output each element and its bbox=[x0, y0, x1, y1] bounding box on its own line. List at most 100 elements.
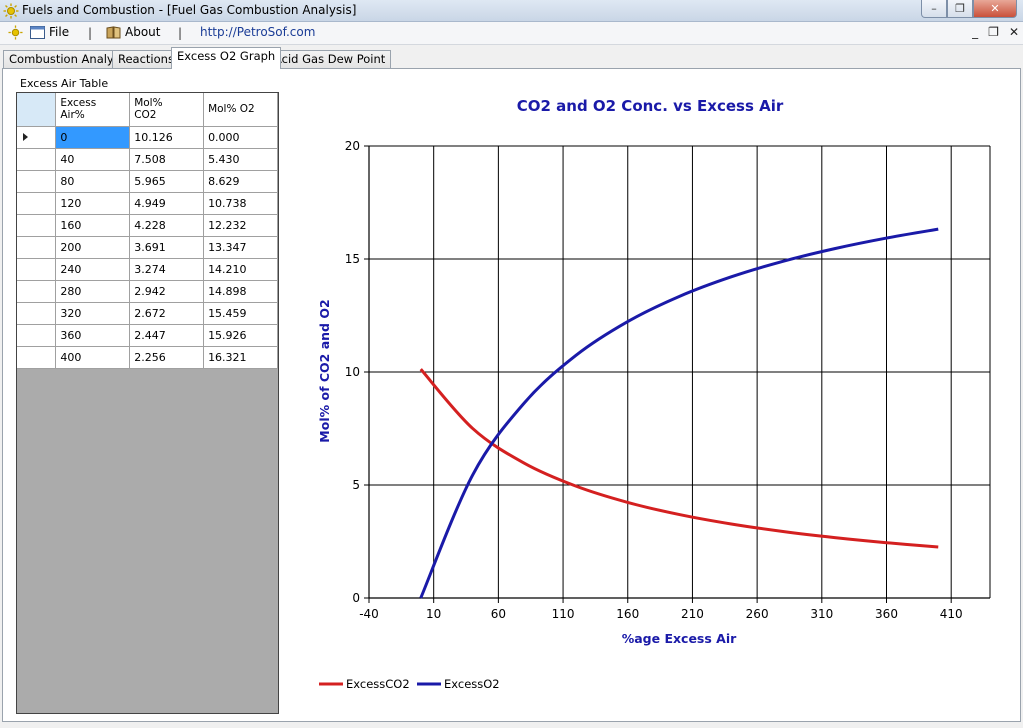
table-header-row: Excess Air% Mol% CO2 Mol% O2 bbox=[17, 93, 278, 127]
chart-series bbox=[419, 227, 939, 599]
table-row[interactable]: 360 2.447 15.926 bbox=[17, 324, 278, 347]
cell-mol-o2[interactable]: 16.321 bbox=[203, 346, 278, 369]
row-header[interactable] bbox=[17, 346, 57, 369]
row-header[interactable] bbox=[17, 236, 57, 259]
cell-mol-o2[interactable]: 12.232 bbox=[203, 214, 278, 237]
minimize-button[interactable]: – bbox=[921, 0, 947, 18]
table-row[interactable]: 80 5.965 8.629 bbox=[17, 170, 278, 193]
row-header[interactable] bbox=[17, 324, 57, 347]
cell-mol-co2[interactable]: 3.691 bbox=[129, 236, 205, 259]
close-button[interactable]: ✕ bbox=[973, 0, 1017, 18]
table-row[interactable]: 280 2.942 14.898 bbox=[17, 280, 278, 303]
row-header[interactable] bbox=[17, 214, 57, 237]
y-tick-label: 5 bbox=[352, 478, 360, 492]
excess-air-grid[interactable]: Excess Air% Mol% CO2 Mol% O2 0 10.126 0.00… bbox=[16, 92, 279, 714]
mdi-restore-icon[interactable]: ❐ bbox=[988, 25, 999, 39]
grid-corner[interactable] bbox=[17, 93, 57, 127]
row-header[interactable] bbox=[17, 170, 57, 193]
cell-excess-air[interactable]: 80 bbox=[55, 170, 131, 193]
table-row[interactable]: 40 7.508 5.430 bbox=[17, 148, 278, 171]
cell-excess-air[interactable]: 360 bbox=[55, 324, 131, 347]
col-header-excess-air[interactable]: Excess Air% bbox=[55, 93, 131, 127]
menu-about[interactable]: About bbox=[106, 25, 160, 39]
menu-about-label: About bbox=[125, 25, 161, 39]
cell-mol-co2[interactable]: 2.256 bbox=[129, 346, 205, 369]
tab-acid-gas-dew-point[interactable]: Acid Gas Dew Point bbox=[268, 50, 392, 68]
table-row[interactable]: 400 2.256 16.321 bbox=[17, 346, 278, 369]
cell-excess-air[interactable]: 280 bbox=[55, 280, 131, 303]
mdi-minimize-icon[interactable]: _ bbox=[972, 25, 979, 39]
x-tick-label: 60 bbox=[491, 607, 506, 621]
row-header[interactable] bbox=[17, 192, 57, 215]
row-header[interactable] bbox=[17, 126, 57, 149]
cell-mol-co2[interactable]: 4.949 bbox=[129, 192, 205, 215]
cell-mol-co2[interactable]: 2.447 bbox=[129, 324, 205, 347]
petrosof-link[interactable]: http://PetroSof.com bbox=[200, 25, 315, 39]
window-title: Fuels and Combustion - [Fuel Gas Combust… bbox=[22, 3, 357, 17]
book-icon bbox=[106, 25, 121, 38]
cell-mol-co2[interactable]: 5.965 bbox=[129, 170, 205, 193]
x-axis-label: %age Excess Air bbox=[622, 631, 737, 646]
col-header-mol-o2[interactable]: Mol% O2 bbox=[203, 93, 278, 127]
table-row[interactable]: 160 4.228 12.232 bbox=[17, 214, 278, 237]
row-header[interactable] bbox=[17, 258, 57, 281]
menu-file[interactable]: File bbox=[30, 25, 69, 39]
menu-separator: | bbox=[88, 26, 93, 40]
cell-mol-o2[interactable]: 10.738 bbox=[203, 192, 278, 215]
series-line-excesso2 bbox=[419, 227, 939, 599]
cell-excess-air[interactable]: 40 bbox=[55, 148, 131, 171]
excess-air-chart: CO2 and O2 Conc. vs Excess Air -40 10 60 11… bbox=[317, 97, 991, 691]
x-tick-label: 360 bbox=[875, 607, 898, 621]
cell-mol-co2[interactable]: 2.672 bbox=[129, 302, 205, 325]
tab-excess-o2-graph[interactable]: Excess O2 Graph bbox=[171, 47, 282, 69]
y-tick-label: 15 bbox=[345, 252, 360, 266]
menu-file-label: File bbox=[49, 25, 70, 39]
cell-mol-o2[interactable]: 15.926 bbox=[203, 324, 278, 347]
cell-mol-co2[interactable]: 4.228 bbox=[129, 214, 205, 237]
title-bar: Fuels and Combustion - [Fuel Gas Combust… bbox=[0, 0, 1023, 22]
y-tick-label: 0 bbox=[352, 591, 360, 605]
row-header[interactable] bbox=[17, 302, 57, 325]
table-body: 0 10.126 0.000 40 7.508 5.430 80 5.965 8.629 120 4… bbox=[17, 126, 278, 369]
cell-mol-o2[interactable]: 5.430 bbox=[203, 148, 278, 171]
cell-excess-air[interactable]: 320 bbox=[55, 302, 131, 325]
cell-mol-o2[interactable]: 14.210 bbox=[203, 258, 278, 281]
x-tick-label: -40 bbox=[359, 607, 379, 621]
x-tick-label: 160 bbox=[616, 607, 639, 621]
cell-excess-air[interactable]: 240 bbox=[55, 258, 131, 281]
menu-bar: File | About | http://PetroSof.com _ ❐ ✕ bbox=[0, 22, 1023, 45]
current-row-arrow-icon bbox=[23, 132, 28, 141]
chart-grid bbox=[368, 145, 991, 599]
menu-separator: | bbox=[178, 26, 183, 40]
cell-mol-o2[interactable]: 14.898 bbox=[203, 280, 278, 303]
table-row[interactable]: 120 4.949 10.738 bbox=[17, 192, 278, 215]
row-header[interactable] bbox=[17, 280, 57, 303]
tab-reactions[interactable]: Reactions bbox=[112, 50, 180, 68]
chart-ticks: -40 10 60 110 160 210 260 310 360 410 0 5 10 15 20 bbox=[345, 139, 963, 621]
cell-mol-co2[interactable]: 3.274 bbox=[129, 258, 205, 281]
cell-excess-air[interactable]: 200 bbox=[55, 236, 131, 259]
cell-excess-air[interactable]: 0 bbox=[55, 126, 131, 149]
table-row[interactable]: 320 2.672 15.459 bbox=[17, 302, 278, 325]
cell-mol-co2[interactable]: 2.942 bbox=[129, 280, 205, 303]
y-axis-label: Mol% of CO2 and O2 bbox=[317, 299, 332, 442]
table-row[interactable]: 200 3.691 13.347 bbox=[17, 236, 278, 259]
cell-mol-co2[interactable]: 7.508 bbox=[129, 148, 205, 171]
table-row[interactable]: 0 10.126 0.000 bbox=[17, 126, 278, 149]
cell-mol-co2[interactable]: 10.126 bbox=[129, 126, 205, 149]
y-tick-label: 10 bbox=[345, 365, 360, 379]
cell-mol-o2[interactable]: 0.000 bbox=[203, 126, 278, 149]
mdi-close-icon[interactable]: ✕ bbox=[1008, 25, 1019, 39]
cell-mol-o2[interactable]: 8.629 bbox=[203, 170, 278, 193]
legend-label: ExcessO2 bbox=[444, 677, 500, 691]
cell-excess-air[interactable]: 400 bbox=[55, 346, 131, 369]
cell-mol-o2[interactable]: 15.459 bbox=[203, 302, 278, 325]
tab-combustion-analysis[interactable]: Combustion Analysis bbox=[3, 50, 135, 68]
cell-mol-o2[interactable]: 13.347 bbox=[203, 236, 278, 259]
restore-button[interactable]: ❐ bbox=[947, 0, 973, 18]
col-header-mol-co2[interactable]: Mol% CO2 bbox=[129, 93, 205, 127]
table-row[interactable]: 240 3.274 14.210 bbox=[17, 258, 278, 281]
cell-excess-air[interactable]: 160 bbox=[55, 214, 131, 237]
cell-excess-air[interactable]: 120 bbox=[55, 192, 131, 215]
row-header[interactable] bbox=[17, 148, 57, 171]
